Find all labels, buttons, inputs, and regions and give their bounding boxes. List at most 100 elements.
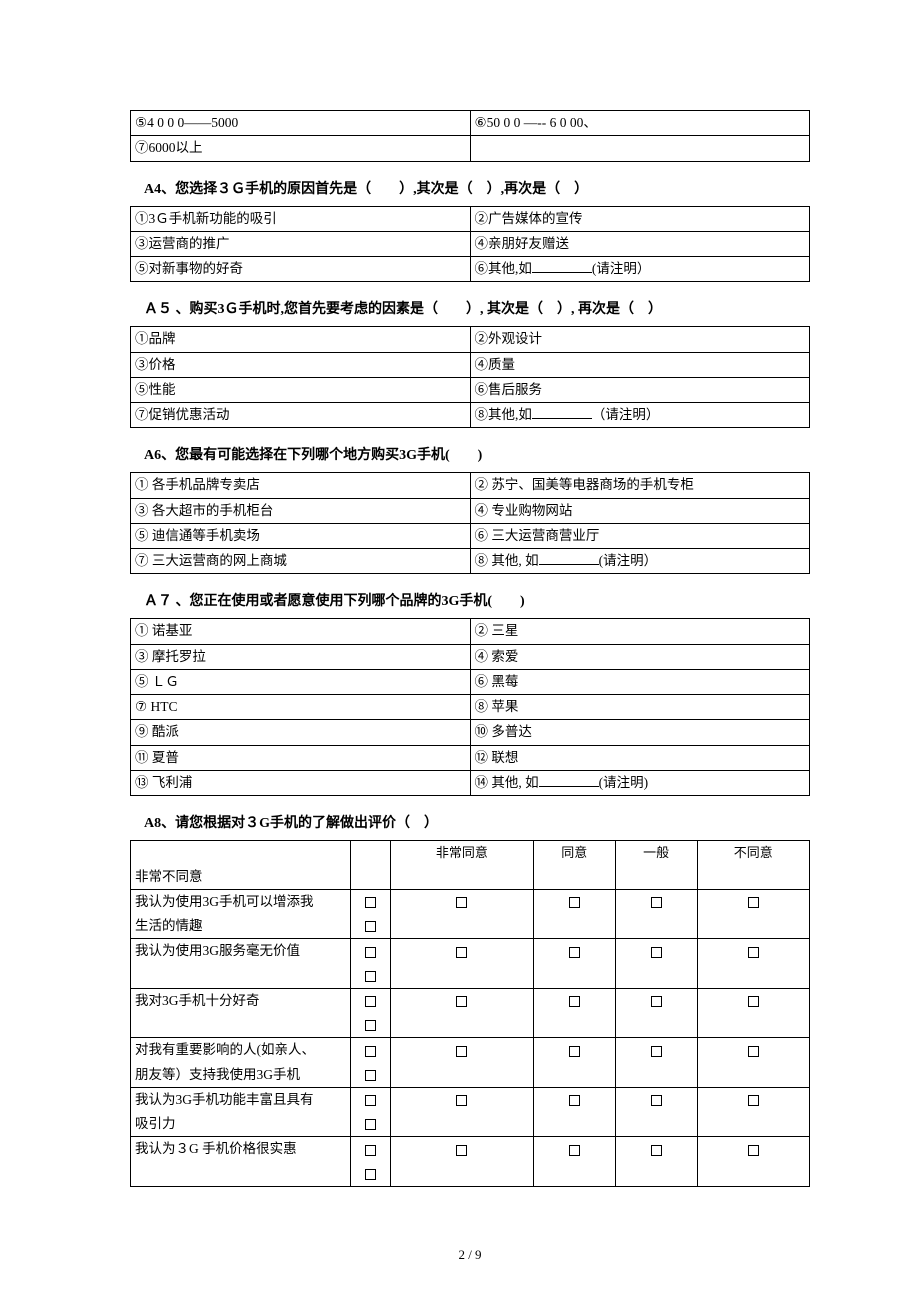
checkbox-cell — [697, 939, 809, 964]
checkbox-cell — [351, 1112, 391, 1137]
checkbox-icon[interactable] — [651, 1095, 662, 1106]
checkbox-icon[interactable] — [456, 996, 467, 1007]
table-row: ⑬ 飞利浦 ⑭ 其他, 如(请注明) — [131, 770, 810, 795]
checkbox-icon[interactable] — [748, 1046, 759, 1057]
checkbox-icon[interactable] — [456, 1145, 467, 1156]
cell — [391, 1063, 534, 1088]
table-a7: ① 诺基亚② 三星 ③ 摩托罗拉④ 索爱 ⑤ ＬＧ⑥ 黑莓 ⑦ HTC⑧ 苹果 … — [130, 618, 810, 796]
cell — [697, 865, 809, 890]
checkbox-cell — [697, 1087, 809, 1112]
cell — [533, 1013, 615, 1038]
cell — [615, 865, 697, 890]
table-row: ⑤对新事物的好奇 ⑥其他,如(请注明） — [131, 257, 810, 282]
checkbox-icon[interactable] — [456, 897, 467, 908]
fill-blank[interactable] — [539, 552, 599, 566]
checkbox-icon[interactable] — [748, 897, 759, 908]
table-row: ⑨ 酷派⑩ 多普达 — [131, 720, 810, 745]
cell: ②广告媒体的宣传 — [470, 206, 810, 231]
other-suffix: (请注明） — [599, 553, 658, 568]
cell — [533, 914, 615, 939]
checkbox-icon[interactable] — [651, 897, 662, 908]
fill-blank[interactable] — [539, 773, 599, 787]
checkbox-cell — [615, 1087, 697, 1112]
checkbox-icon[interactable] — [569, 1046, 580, 1057]
table-row: ⑤性能⑥售后服务 — [131, 377, 810, 402]
checkbox-icon[interactable] — [365, 1119, 376, 1130]
checkbox-cell — [615, 1137, 697, 1162]
checkbox-cell — [533, 1087, 615, 1112]
cell — [697, 964, 809, 989]
cell: ⑫ 联想 — [470, 745, 810, 770]
cell: ⑦6000以上 — [131, 136, 471, 161]
checkbox-icon[interactable] — [365, 947, 376, 958]
checkbox-icon[interactable] — [651, 1145, 662, 1156]
checkbox-icon[interactable] — [569, 996, 580, 1007]
checkbox-cell — [533, 1137, 615, 1162]
cell — [391, 1162, 534, 1187]
table-row: ③ 摩托罗拉④ 索爱 — [131, 644, 810, 669]
checkbox-icon[interactable] — [365, 996, 376, 1007]
a8-header-row: 非常同意 同意 一般 不同意 — [131, 841, 810, 865]
col-header: 一般 — [615, 841, 697, 865]
table-row: ⑤ 迪信通等手机卖场⑥ 三大运营商营业厅 — [131, 523, 810, 548]
cell-other: ⑥其他,如(请注明） — [470, 257, 810, 282]
checkbox-icon[interactable] — [365, 1046, 376, 1057]
checkbox-icon[interactable] — [365, 897, 376, 908]
checkbox-cell — [351, 1013, 391, 1038]
checkbox-icon[interactable] — [569, 1095, 580, 1106]
checkbox-icon[interactable] — [456, 1095, 467, 1106]
cell — [697, 914, 809, 939]
cell — [131, 841, 351, 865]
checkbox-icon[interactable] — [651, 1046, 662, 1057]
checkbox-icon[interactable] — [456, 1046, 467, 1057]
question-a7-heading: Ａ７ 、您正在使用或者愿意使用下列哪个品牌的3G手机( ) — [130, 590, 810, 610]
cell: ①3Ｇ手机新功能的吸引 — [131, 206, 471, 231]
cell: ⑥ 三大运营商营业厅 — [470, 523, 810, 548]
checkbox-cell — [391, 1038, 534, 1063]
cell — [615, 1063, 697, 1088]
checkbox-cell — [351, 1087, 391, 1112]
checkbox-icon[interactable] — [456, 947, 467, 958]
cell — [391, 964, 534, 989]
checkbox-icon[interactable] — [365, 1070, 376, 1081]
checkbox-cell — [615, 939, 697, 964]
fill-blank[interactable] — [532, 260, 592, 274]
cell: ⑦ 三大运营商的网上商城 — [131, 549, 471, 574]
cell: ⑧ 苹果 — [470, 695, 810, 720]
checkbox-icon[interactable] — [748, 947, 759, 958]
question-a6-heading: A6、您最有可能选择在下列哪个地方购买3G手机( ) — [130, 444, 810, 464]
checkbox-icon[interactable] — [651, 947, 662, 958]
checkbox-icon[interactable] — [748, 1095, 759, 1106]
checkbox-icon[interactable] — [569, 897, 580, 908]
checkbox-cell — [697, 889, 809, 914]
statement-text: 我认为3G手机功能丰富且具有 — [131, 1087, 351, 1112]
checkbox-icon[interactable] — [365, 1169, 376, 1180]
checkbox-icon[interactable] — [748, 1145, 759, 1156]
cell: ④质量 — [470, 352, 810, 377]
checkbox-icon[interactable] — [365, 971, 376, 982]
cell: ⑥50 0 0 —-- 6 0 00、 — [470, 111, 810, 136]
a8-statement-row2: 吸引力 — [131, 1112, 810, 1137]
cell-other: ⑧其他,如（请注明） — [470, 403, 810, 428]
checkbox-icon[interactable] — [365, 1020, 376, 1031]
checkbox-icon[interactable] — [569, 1145, 580, 1156]
cell: ⑬ 飞利浦 — [131, 770, 471, 795]
checkbox-icon[interactable] — [365, 1145, 376, 1156]
checkbox-icon[interactable] — [569, 947, 580, 958]
fill-blank[interactable] — [532, 406, 592, 420]
cell: ⑦ HTC — [131, 695, 471, 720]
checkbox-icon[interactable] — [651, 996, 662, 1007]
checkbox-cell — [533, 988, 615, 1013]
col-header: 同意 — [533, 841, 615, 865]
statement-text: 我认为３G 手机价格很实惠 — [131, 1137, 351, 1162]
statement-text — [131, 964, 351, 989]
cell — [533, 1162, 615, 1187]
a8-statement-row2 — [131, 1013, 810, 1038]
checkbox-cell — [533, 939, 615, 964]
checkbox-icon[interactable] — [365, 1095, 376, 1106]
checkbox-icon[interactable] — [365, 921, 376, 932]
checkbox-icon[interactable] — [748, 996, 759, 1007]
table-a5: ①品牌②外观设计 ③价格④质量 ⑤性能⑥售后服务 ⑦促销优惠活动 ⑧其他,如（请… — [130, 326, 810, 428]
cell — [615, 1013, 697, 1038]
cell — [533, 1063, 615, 1088]
